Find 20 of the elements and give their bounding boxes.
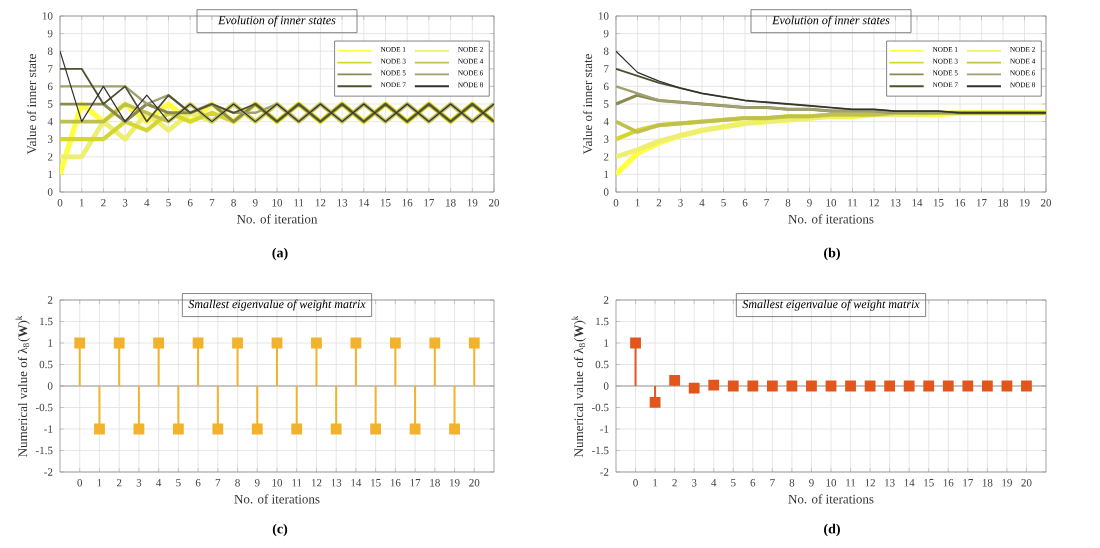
line-series [60, 101, 494, 160]
point [727, 380, 739, 392]
point [806, 380, 817, 392]
point [630, 337, 641, 349]
point [1021, 380, 1032, 392]
point [962, 380, 974, 392]
point [845, 380, 856, 392]
line-series [60, 50, 494, 123]
line-series [60, 67, 494, 123]
point [981, 380, 993, 392]
point [669, 375, 681, 386]
point [747, 380, 759, 392]
point [923, 380, 935, 392]
point [884, 380, 896, 392]
point [766, 380, 778, 392]
point [649, 396, 661, 408]
point [942, 380, 954, 392]
point [708, 379, 720, 391]
point [688, 382, 700, 394]
point [903, 380, 915, 392]
